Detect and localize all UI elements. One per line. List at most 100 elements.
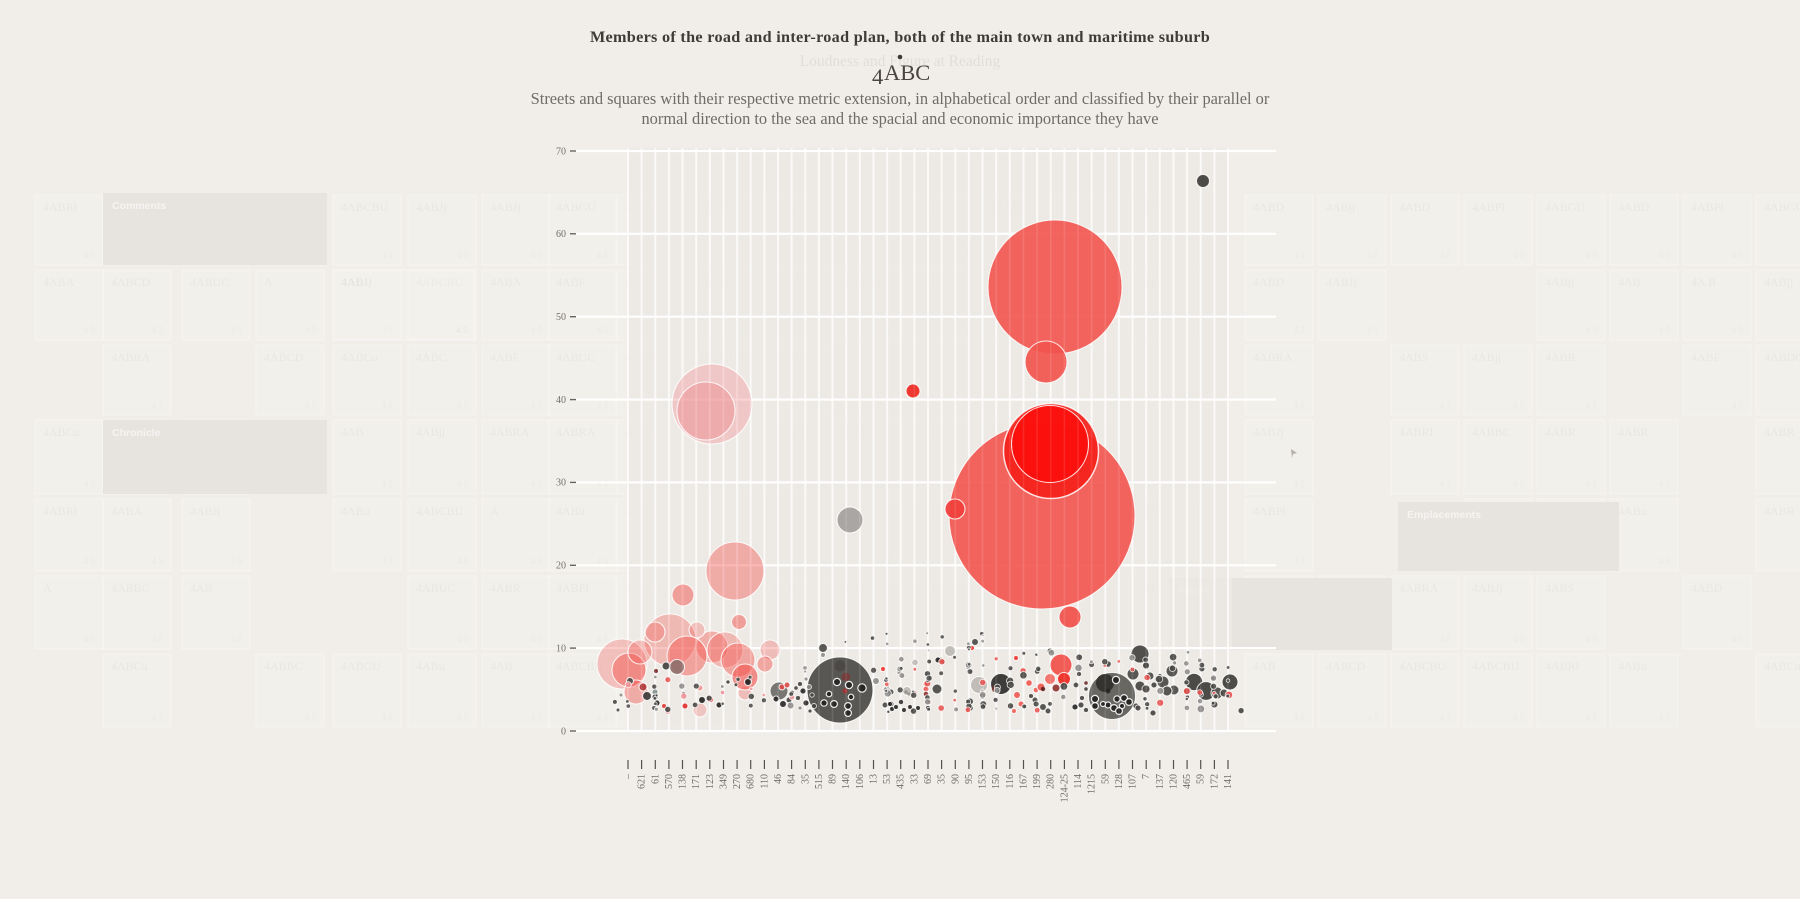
svg-text:4ABD: 4ABD [1618,200,1650,214]
svg-text:4 5: 4 5 [1732,325,1744,335]
svg-text:4ABD: 4ABD [1399,200,1431,214]
svg-text:4ABjj: 4ABjj [416,425,445,439]
svg-text:4 5: 4 5 [1294,325,1306,335]
svg-text:4ABCBU: 4ABCBU [416,504,464,518]
svg-text:4 5: 4 5 [84,556,96,566]
svg-text:4 5: 4 5 [382,712,394,722]
svg-text:4 5: 4 5 [597,325,609,335]
svg-text:Emplacements: Emplacements [1407,509,1481,521]
svg-text:A: A [264,275,273,289]
svg-text:4AB: 4AB [341,425,364,439]
svg-text:4ABRl: 4ABRl [1399,425,1434,439]
svg-text:4ABJj: 4ABJj [1326,275,1357,289]
svg-text:4ABCBU: 4ABCBU [1399,659,1447,673]
svg-text:4 5: 4 5 [382,479,394,489]
svg-text:4ABC: 4ABC [872,60,930,89]
svg-text:4 5: 4 5 [382,400,394,410]
svg-text:4 5: 4 5 [597,479,609,489]
svg-text:4ABu: 4ABu [416,659,445,673]
svg-text:4 5: 4 5 [1586,479,1598,489]
svg-text:4 5: 4 5 [1513,479,1525,489]
svg-text:4ABS: 4ABS [1399,350,1428,364]
svg-text:4 5: 4 5 [1513,712,1525,722]
svg-text:4ABR: 4ABR [1764,425,1795,439]
svg-text:4ABJj: 4ABJj [1253,425,1284,439]
svg-text:4 5: 4 5 [1513,400,1525,410]
svg-text:4 5: 4 5 [152,634,164,644]
svg-text:4 5: 4 5 [1586,250,1598,260]
svg-text:A: A [490,504,499,518]
svg-text:106: 106 [855,774,866,789]
svg-text:4 5: 4 5 [597,400,609,410]
svg-text:Chronicle: Chronicle [112,427,161,439]
svg-text:4 5: 4 5 [1294,250,1306,260]
svg-text:Loudness and Figure at Reading: Loudness and Figure at Reading [800,53,1001,70]
svg-text:4 5: 4 5 [1732,400,1744,410]
svg-text:4 5: 4 5 [305,712,317,722]
svg-text:70: 70 [556,146,566,157]
svg-text:4ABjj: 4ABjj [1326,200,1355,214]
svg-text:normal direction to the sea an: normal direction to the sea and the spac… [641,109,1158,128]
svg-text:4 5: 4 5 [1440,250,1452,260]
svg-text:89: 89 [828,774,839,784]
svg-text:4ABRA: 4ABRA [556,425,596,439]
svg-text:4ABUC: 4ABUC [556,350,595,364]
svg-text:4 5: 4 5 [1732,250,1744,260]
svg-text:137: 137 [1155,774,1166,789]
svg-text:4ABDC: 4ABDC [1764,350,1800,364]
svg-text:4 5: 4 5 [1513,250,1525,260]
svg-text:4ABu: 4ABu [1618,504,1647,518]
svg-text:4AB: 4AB [1618,275,1641,289]
svg-text:4 5: 4 5 [231,325,243,335]
svg-text:4 5: 4 5 [457,325,469,335]
svg-text:4ABA: 4ABA [490,275,522,289]
svg-text:4AB: 4AB [190,581,213,595]
svg-text:4ABPl: 4ABPl [556,581,589,595]
svg-text:4A B: 4A B [1691,275,1716,289]
svg-text:4ABRA: 4ABRA [111,350,151,364]
svg-text:4 5: 4 5 [457,556,469,566]
svg-text:4 5: 4 5 [84,250,96,260]
svg-text:4 5: 4 5 [1659,325,1671,335]
svg-text:4 5: 4 5 [597,712,609,722]
svg-text:4ABR: 4ABR [490,581,521,595]
svg-text:4 5: 4 5 [1294,712,1306,722]
svg-text:4 5: 4 5 [84,634,96,644]
svg-text:53: 53 [882,774,893,784]
svg-text:4ABCBU: 4ABCBU [416,275,464,289]
svg-text:270: 270 [732,774,743,789]
svg-text:4ABPl: 4ABPl [1691,200,1724,214]
svg-text:150: 150 [991,774,1002,789]
svg-text:4 5: 4 5 [531,556,543,566]
svg-text:4 5: 4 5 [231,634,243,644]
svg-text:4ABR: 4ABR [190,504,221,518]
svg-text:4 5: 4 5 [531,634,543,644]
svg-text:4 5: 4 5 [457,250,469,260]
svg-text:4 5: 4 5 [1732,634,1744,644]
svg-text:199: 199 [1032,774,1043,789]
svg-text:4ABRA: 4ABRA [490,425,530,439]
svg-text:167: 167 [1019,774,1030,789]
svg-text:Members of the road and inter-: Members of the road and inter-road plan,… [590,28,1210,46]
svg-text:4ABPl: 4ABPl [1472,200,1505,214]
svg-text:A: A [43,581,52,595]
svg-text:4 5: 4 5 [1440,712,1452,722]
svg-text:4 5: 4 5 [1294,556,1306,566]
svg-text:4ABUC: 4ABUC [190,275,229,289]
svg-text:4 5: 4 5 [305,400,317,410]
svg-text:4ABJj: 4ABJj [490,200,521,214]
svg-text:123: 123 [705,774,716,789]
svg-text:172: 172 [1209,774,1220,789]
svg-text:4ABRA: 4ABRA [1399,581,1439,595]
svg-text:153: 153 [978,774,989,789]
svg-text:4ABUC: 4ABUC [416,581,455,595]
svg-text:46: 46 [773,774,784,784]
svg-text:35: 35 [800,774,811,784]
svg-text:4ABJj: 4ABJj [1472,581,1503,595]
svg-text:138: 138 [678,774,689,789]
svg-text:465: 465 [1182,774,1193,789]
svg-text:4 5: 4 5 [382,250,394,260]
svg-text:4ABCBU: 4ABCBU [1472,659,1520,673]
svg-text:10: 10 [556,643,566,654]
svg-text:120: 120 [1169,774,1180,789]
